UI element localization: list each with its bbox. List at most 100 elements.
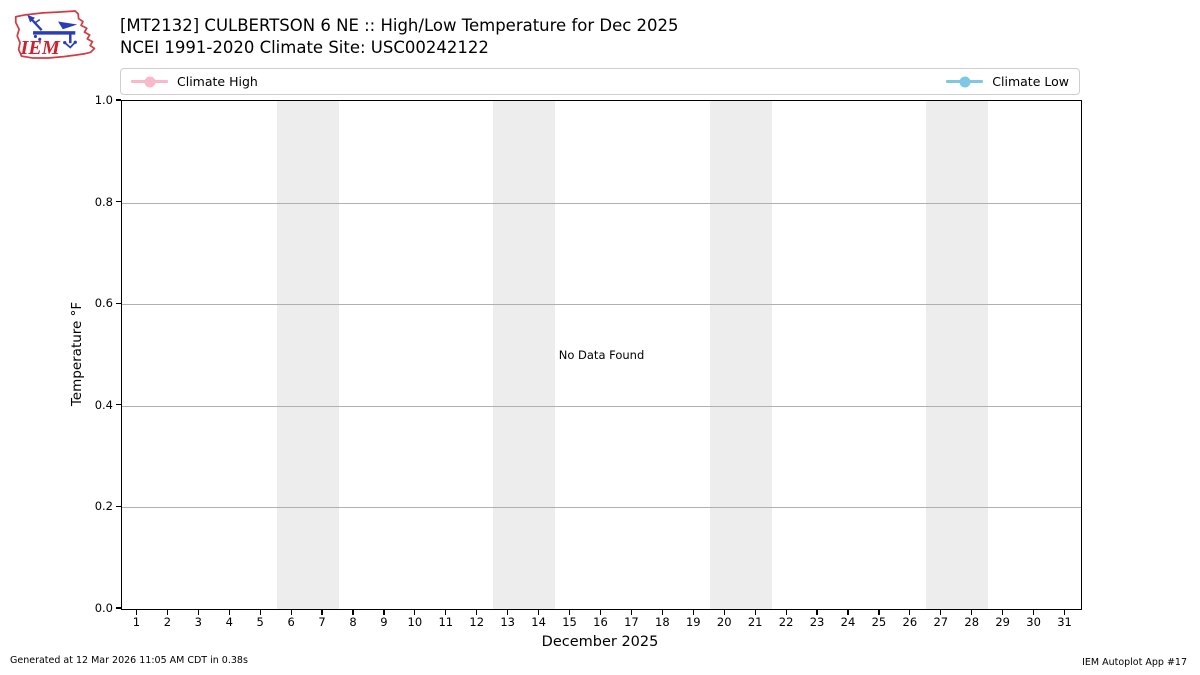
y-tick-label: 0.6 xyxy=(94,296,113,311)
x-tick-label: 23 xyxy=(809,615,825,629)
weekend-band xyxy=(709,101,772,609)
x-tick-label: 31 xyxy=(1057,615,1072,629)
x-tick-mark xyxy=(445,609,447,615)
legend-item-climate-low: Climate Low xyxy=(946,74,1069,89)
x-tick-mark xyxy=(971,609,973,615)
y-tick-label: 0.4 xyxy=(94,397,113,412)
x-tick-label: 11 xyxy=(438,615,454,629)
weekend-band xyxy=(276,101,339,609)
weather-vane-icon xyxy=(27,14,78,49)
x-tick-mark xyxy=(414,609,416,615)
weekend-band xyxy=(493,101,556,609)
x-tick-label: 12 xyxy=(469,615,485,629)
x-tick-mark xyxy=(228,609,230,615)
legend-label: Climate Low xyxy=(992,74,1069,89)
x-tick-label: 2 xyxy=(163,615,172,629)
gridline xyxy=(122,507,1081,509)
autoplot-app-credit: IEM Autoplot App #17 xyxy=(1082,657,1187,668)
x-axis-label: December 2025 xyxy=(541,634,659,650)
legend: Climate High Climate Low xyxy=(120,68,1080,95)
x-tick-mark xyxy=(1002,609,1004,615)
x-tick-mark xyxy=(166,609,168,615)
y-tick-label: 0.8 xyxy=(94,194,113,209)
x-tick-mark xyxy=(321,609,323,615)
chart-title: [MT2132] CULBERTSON 6 NE :: High/Low Tem… xyxy=(120,16,679,35)
x-tick-label: 14 xyxy=(531,615,546,629)
x-tick-label: 30 xyxy=(1026,615,1041,629)
x-tick-label: 8 xyxy=(349,615,357,629)
x-tick-label: 20 xyxy=(716,615,732,629)
generated-at-text: Generated at 12 Mar 2026 11:05 AM CDT in… xyxy=(10,655,248,666)
y-tick-mark xyxy=(116,505,121,507)
y-tick-mark xyxy=(116,201,121,203)
x-tick-label: 15 xyxy=(562,615,577,629)
chart-subtitle: NCEI 1991-2020 Climate Site: USC00242122 xyxy=(120,38,489,57)
x-tick-mark xyxy=(785,609,787,615)
y-tick-mark xyxy=(116,302,121,304)
iem-logo-text: IEM xyxy=(20,37,61,59)
x-tick-mark xyxy=(909,609,911,615)
x-tick-mark xyxy=(847,609,849,615)
x-tick-label: 28 xyxy=(964,615,980,629)
x-tick-mark xyxy=(816,609,818,615)
x-tick-mark xyxy=(197,609,199,615)
x-tick-label: 27 xyxy=(933,615,949,629)
x-tick-label: 21 xyxy=(747,615,763,629)
x-tick-mark xyxy=(723,609,725,615)
x-tick-mark xyxy=(754,609,756,615)
x-tick-label: 13 xyxy=(500,615,516,629)
x-tick-label: 29 xyxy=(995,615,1010,629)
no-data-message: No Data Found xyxy=(558,348,645,362)
x-tick-label: 4 xyxy=(225,615,233,629)
x-tick-mark xyxy=(568,609,571,615)
x-tick-mark xyxy=(1032,609,1035,615)
title-block: [MT2132] CULBERTSON 6 NE :: High/Low Tem… xyxy=(120,15,679,59)
weekend-band xyxy=(926,101,989,609)
x-tick-label: 9 xyxy=(380,615,388,629)
y-tick-mark xyxy=(116,607,121,609)
x-tick-mark xyxy=(1063,609,1066,615)
x-tick-label: 16 xyxy=(593,615,608,629)
legend-item-climate-high: Climate High xyxy=(131,74,258,89)
x-tick-mark xyxy=(135,609,138,615)
x-tick-mark xyxy=(661,609,663,615)
x-tick-mark xyxy=(476,609,478,615)
legend-label: Climate High xyxy=(177,74,258,89)
y-tick-mark xyxy=(116,404,121,406)
x-tick-mark xyxy=(940,609,942,615)
x-tick-label: 10 xyxy=(407,615,423,629)
x-tick-label: 22 xyxy=(778,615,794,629)
x-tick-label: 26 xyxy=(902,615,918,629)
plot-area: No Data Found xyxy=(121,100,1082,610)
x-tick-mark xyxy=(352,609,354,615)
x-tick-label: 5 xyxy=(256,615,264,629)
y-tick-mark xyxy=(116,99,121,101)
gridline xyxy=(122,304,1081,306)
climate-low-marker-icon xyxy=(946,76,984,87)
x-tick-label: 1 xyxy=(132,615,141,629)
x-tick-label: 18 xyxy=(655,615,670,629)
gridline xyxy=(122,202,1081,204)
y-tick-label: 1.0 xyxy=(94,93,113,107)
iem-logo: IEM xyxy=(14,10,96,59)
x-tick-mark xyxy=(259,609,261,615)
x-tick-mark xyxy=(692,609,694,615)
x-tick-mark xyxy=(878,609,880,615)
y-axis-label: Temperature °F xyxy=(69,301,85,407)
gridline xyxy=(122,405,1081,407)
x-tick-label: 25 xyxy=(871,615,887,629)
x-tick-mark xyxy=(290,609,292,615)
x-tick-label: 19 xyxy=(685,615,701,629)
climate-high-marker-icon xyxy=(131,76,168,87)
x-tick-mark xyxy=(507,609,509,615)
x-tick-mark xyxy=(599,609,602,615)
x-tick-label: 7 xyxy=(318,615,326,629)
x-tick-mark xyxy=(538,609,540,615)
x-tick-label: 24 xyxy=(840,615,856,629)
y-tick-label: 0.0 xyxy=(94,601,113,615)
x-tick-mark xyxy=(383,609,385,615)
x-tick-label: 3 xyxy=(194,615,202,629)
x-tick-mark xyxy=(630,609,633,615)
y-tick-label: 0.2 xyxy=(94,499,113,514)
